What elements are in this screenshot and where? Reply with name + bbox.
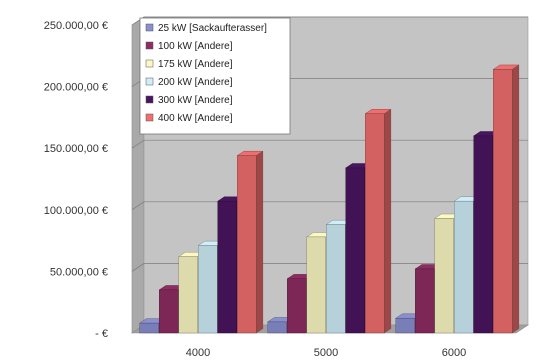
bars — [139, 64, 520, 334]
legend: 25 kW [Sackaufterasser] 100 kW [Andere] 17… — [139, 17, 291, 135]
legend-swatch — [145, 77, 154, 86]
legend-label: 25 kW [Sackaufterasser] — [158, 23, 267, 34]
bar-front — [237, 155, 257, 334]
legend-label: 175 kW [Andere] — [158, 59, 233, 70]
bar-front — [267, 321, 287, 334]
x-axis-tick-labels: 4000 5000 6000 — [186, 347, 466, 359]
bar-front — [454, 200, 474, 334]
x-tick-label: 5000 — [314, 347, 338, 359]
legend-label: 200 kW [Andere] — [158, 77, 233, 88]
y-tick-label: 250.000,00 € — [44, 20, 108, 32]
legend-item: 400 kW [Andere] — [145, 113, 233, 124]
bar-front — [415, 268, 435, 334]
y-tick-label: - € — [95, 328, 108, 340]
x-tick-label: 4000 — [186, 347, 210, 359]
legend-swatch — [145, 95, 154, 104]
bar-front — [395, 318, 415, 334]
y-tick-label: 150.000,00 € — [44, 143, 108, 155]
bar-front — [473, 135, 493, 334]
bar-front — [198, 245, 218, 334]
bar-front — [287, 278, 307, 334]
bar-front — [434, 218, 454, 334]
bar-front — [178, 256, 198, 334]
bar-front — [159, 289, 179, 334]
gridline — [131, 139, 528, 149]
legend-box — [139, 17, 291, 135]
bar-front — [326, 224, 346, 334]
legend-item: 300 kW [Andere] — [145, 95, 233, 106]
bar-front — [139, 322, 159, 334]
legend-swatch — [145, 41, 154, 50]
bar-front — [365, 113, 385, 334]
legend-swatch — [145, 113, 154, 122]
legend-label: 400 kW [Andere] — [158, 113, 233, 124]
legend-swatch — [145, 59, 154, 68]
x-tick-label: 6000 — [442, 347, 466, 359]
bar-front — [493, 69, 513, 334]
legend-item: 100 kW [Andere] — [145, 41, 233, 52]
bar — [236, 150, 264, 334]
legend-item: 200 kW [Andere] — [145, 77, 233, 88]
legend-item: 175 kW [Andere] — [145, 59, 233, 70]
gridline — [131, 201, 528, 211]
bar-side — [384, 108, 392, 334]
legend-label: 100 kW [Andere] — [158, 41, 233, 52]
bar-front — [345, 167, 365, 334]
gridline — [131, 263, 528, 272]
bar-side — [512, 64, 520, 334]
y-axis-tick-labels: - € 50.000,00 € 100.000,00 € 150.000,00 € 20… — [44, 20, 108, 340]
bar-front — [306, 236, 326, 334]
legend-item: 25 kW [Sackaufterasser] — [145, 23, 267, 34]
bar — [492, 64, 520, 334]
legend-label: 300 kW [Andere] — [158, 95, 233, 106]
bar — [364, 108, 392, 334]
gridline — [131, 16, 528, 26]
y-tick-label: 200.000,00 € — [44, 82, 108, 94]
bar-side — [256, 150, 264, 334]
legend-swatch — [145, 23, 154, 32]
y-tick-label: 100.000,00 € — [44, 205, 108, 217]
y-tick-label: 50.000,00 € — [50, 266, 108, 278]
bar-front — [217, 200, 237, 334]
